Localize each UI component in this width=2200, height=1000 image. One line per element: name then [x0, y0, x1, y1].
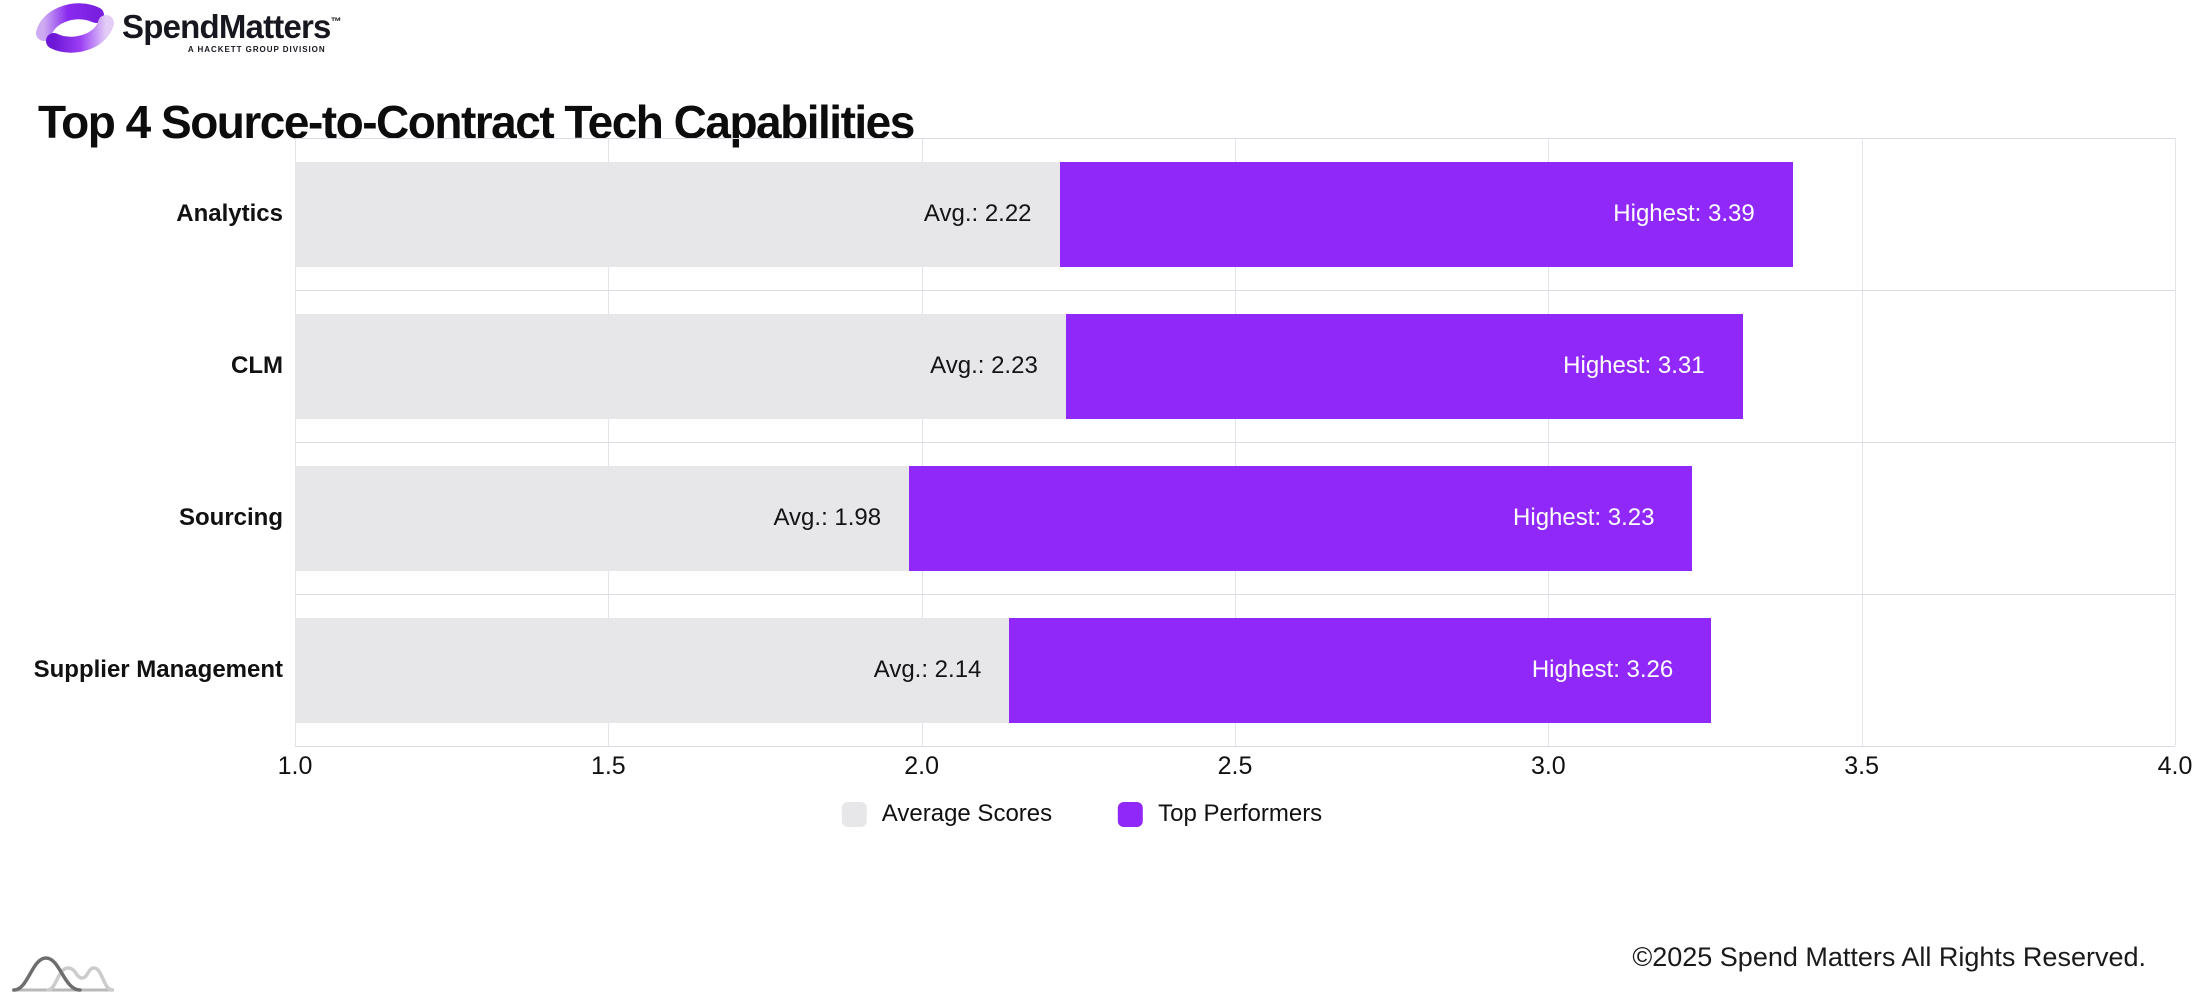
x-tick-label: 3.5 [1844, 752, 1880, 780]
average-score-label: Avg.: 2.23 [930, 352, 1038, 379]
chart-legend: Average Scores Top Performers [841, 800, 1322, 828]
legend-item-top-performers: Top Performers [1118, 800, 1322, 828]
y-gridline [295, 290, 2175, 291]
x-tick-label: 3.0 [1530, 752, 1566, 780]
category-label: Analytics [176, 200, 283, 227]
x-tick-label: 2.0 [904, 752, 940, 780]
top-performer-bar: Highest: 3.26 [1009, 617, 1712, 723]
page-title: Top 4 Source-to-Contract Tech Capabiliti… [38, 95, 915, 148]
spend-matters-logo: SpendMatters™ A HACKETT GROUP DIVISION [36, 2, 342, 54]
category-label: CLM [231, 352, 283, 379]
logo-text: SpendMatters™ A HACKETT GROUP DIVISION [122, 2, 342, 54]
distribution-curves-icon [12, 956, 114, 992]
logo-subtext: A HACKETT GROUP DIVISION [187, 45, 326, 54]
highest-score-label: Highest: 3.39 [1613, 200, 1755, 227]
legend-label-top-performers: Top Performers [1158, 800, 1323, 827]
top-performer-bar: Highest: 3.31 [1065, 313, 1743, 419]
y-gridline [295, 442, 2175, 443]
logo-wordmark: SpendMatters [122, 8, 331, 45]
highest-score-label: Highest: 3.23 [1513, 504, 1655, 531]
average-score-bar: Avg.: 2.23 [295, 313, 1066, 419]
legend-label-average-scores: Average Scores [881, 800, 1053, 827]
spend-matters-swirl-icon [36, 3, 114, 53]
x-tick-label: 1.5 [590, 752, 626, 780]
top-performer-bar: Highest: 3.23 [909, 465, 1693, 571]
x-tick-label: 4.0 [2157, 752, 2193, 780]
y-gridline [295, 594, 2175, 595]
highest-score-label: Highest: 3.26 [1531, 656, 1674, 683]
average-score-bar: Avg.: 2.14 [295, 617, 1010, 723]
x-gridline [2175, 138, 2176, 746]
highest-score-label: Highest: 3.31 [1563, 352, 1705, 379]
copyright-text: ©2025 Spend Matters All Rights Reserved. [1632, 942, 2146, 972]
top-performers-swatch [1118, 801, 1144, 827]
average-score-label: Avg.: 2.14 [873, 656, 982, 683]
y-gridline [295, 138, 2175, 139]
average-score-label: Avg.: 1.98 [773, 504, 882, 531]
category-label: Sourcing [178, 504, 283, 531]
legend-item-average-scores: Average Scores [841, 800, 1053, 828]
average-score-label: Avg.: 2.22 [923, 200, 1032, 227]
x-tick-label: 1.0 [277, 752, 313, 780]
y-gridline [295, 746, 2175, 747]
average-score-bar: Avg.: 1.98 [295, 465, 910, 571]
x-tick-label: 2.5 [1217, 752, 1253, 780]
average-scores-swatch [841, 801, 867, 827]
average-score-bar: Avg.: 2.22 [295, 161, 1060, 267]
category-label: Supplier Management [33, 656, 283, 683]
logo-trademark: ™ [330, 16, 342, 28]
top-performer-bar: Highest: 3.39 [1059, 161, 1793, 267]
